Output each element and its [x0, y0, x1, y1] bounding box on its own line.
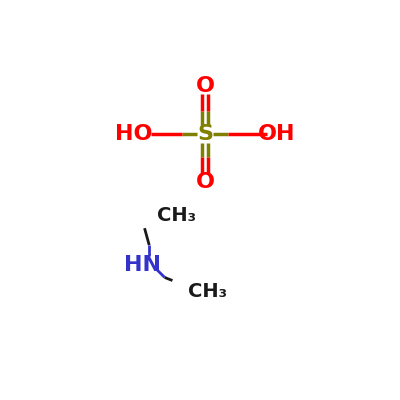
Text: OH: OH: [258, 124, 295, 144]
Text: O: O: [196, 172, 214, 192]
Text: HN: HN: [124, 255, 162, 275]
Text: CH₃: CH₃: [157, 206, 196, 225]
Text: CH₃: CH₃: [188, 282, 227, 301]
Text: O: O: [196, 76, 214, 96]
Text: S: S: [197, 124, 213, 144]
Text: HO: HO: [115, 124, 152, 144]
